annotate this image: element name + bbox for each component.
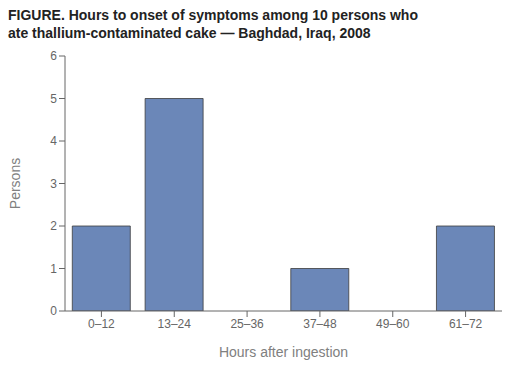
svg-text:4: 4 (50, 134, 57, 148)
svg-text:2: 2 (50, 219, 57, 233)
svg-text:0: 0 (50, 304, 57, 318)
svg-text:13–24: 13–24 (158, 317, 192, 331)
svg-text:37–48: 37–48 (303, 317, 337, 331)
svg-text:6: 6 (50, 49, 57, 63)
svg-text:5: 5 (50, 92, 57, 106)
svg-text:0–12: 0–12 (88, 317, 115, 331)
html-text:ate thallium-contaminated cake: ate thallium-contaminated cake — Baghdad… (8, 25, 371, 41)
svg-text:1: 1 (50, 262, 57, 276)
svg-text:Persons: Persons (8, 158, 23, 209)
svg-text:25–36: 25–36 (230, 317, 264, 331)
svg-text:61–72: 61–72 (449, 317, 483, 331)
svg-text:3: 3 (50, 177, 57, 191)
svg-text:49–60: 49–60 (376, 317, 410, 331)
svg-text:Hours after ingestion: Hours after ingestion (219, 344, 348, 360)
html-text:FIGURE. Hours to onset of symp: FIGURE. Hours to onset of symptoms among… (8, 7, 418, 23)
